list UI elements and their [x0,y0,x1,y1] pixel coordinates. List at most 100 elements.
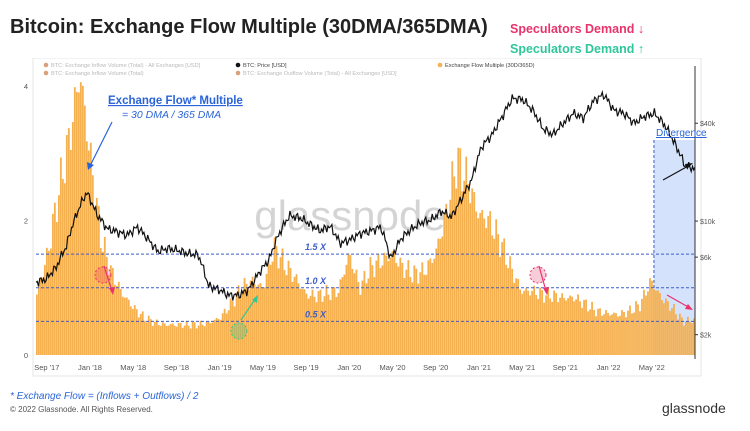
flow-multiple-bar [517,279,520,355]
flow-multiple-bar [663,303,665,355]
flow-multiple-bar [619,315,621,355]
flow-multiple-bar [409,276,412,355]
flow-multiple-bar [319,289,322,355]
flow-multiple-bar [253,284,256,355]
flow-multiple-bar [521,293,524,355]
flow-multiple-bar [141,311,144,355]
flow-multiple-bar [333,287,336,355]
flow-multiple-bar [85,141,88,355]
flow-multiple-bar [557,302,560,355]
flow-multiple-bar [55,222,58,355]
flow-multiple-bar [669,310,671,355]
flow-multiple-bar [621,310,623,355]
x-tick-label: Sep '21 [553,363,578,372]
flow-multiple-bar [43,265,46,355]
flow-multiple-bar [683,325,685,355]
flow-multiple-bar [285,275,288,355]
flow-multiple-bar [415,268,418,355]
flow-multiple-bar [541,290,544,355]
flow-multiple-bar [97,205,100,355]
flow-multiple-bar [495,219,498,355]
flow-multiple-bar [441,236,444,355]
flow-multiple-bar [287,260,290,355]
flow-multiple-bar [101,251,104,355]
flow-multiple-bar [47,250,50,355]
flow-multiple-bar [501,242,504,355]
flow-multiple-bar [363,270,366,355]
flow-multiple-bar [519,289,522,355]
flow-multiple-bar [591,301,593,355]
flow-multiple-bar [189,328,192,355]
flow-multiple-bar [357,281,360,355]
legend-label: BTC: Exchange Inflow Volume (Total) - Al… [51,63,201,69]
flow-multiple-bar [411,282,414,355]
flow-multiple-bar [51,213,54,355]
flow-multiple-bar [197,325,200,355]
flow-multiple-bar [693,318,695,355]
flow-multiple-bar [691,323,693,355]
flow-multiple-bar [45,247,48,355]
flow-multiple-bar [561,293,563,355]
flow-multiple-bar [603,314,605,355]
flow-multiple-bar [293,276,296,355]
flow-multiple-bar [133,305,136,355]
flow-multiple-bar [187,325,190,355]
flow-multiple-bar [453,176,456,355]
flow-multiple-bar [551,301,554,355]
flow-multiple-bar [641,298,643,355]
flow-multiple-bar [265,273,268,355]
flow-multiple-bar [359,294,362,355]
flow-multiple-bar [369,257,372,355]
flow-multiple-bar [379,268,382,355]
x-tick-label: May '22 [639,363,665,372]
flow-multiple-bar [597,308,599,355]
flow-multiple-bar [673,304,675,355]
flow-multiple-bar [535,295,538,355]
flow-multiple-bar [135,309,138,355]
legend-dot [43,70,49,76]
flow-multiple-bar [457,147,460,355]
divergence-label: Divergence [656,128,707,139]
flow-multiple-bar [629,305,631,355]
flow-multiple-bar [297,283,300,355]
flow-multiple-bar [225,313,228,355]
flow-multiple-bar [475,211,478,355]
flow-multiple-bar [137,317,140,355]
flow-multiple-bar [83,105,86,355]
legend-label: BTC: Exchange Outflow Volume (Total) - A… [243,71,397,77]
formula-pointer-line [89,121,113,167]
flow-multiple-bar [181,327,184,355]
flow-multiple-bar [161,322,164,355]
flow-multiple-bar [417,283,420,355]
flow-multiple-bar [71,122,74,355]
flow-multiple-bar [617,316,619,355]
flow-multiple-bar [309,295,312,355]
flow-multiple-bar [507,268,510,355]
flow-multiple-bar [347,253,350,355]
flow-multiple-bar [38,284,40,355]
x-tick-label: Jan '18 [78,363,102,372]
flow-multiple-bar [637,304,639,355]
flow-multiple-bar [643,289,645,355]
flow-multiple-bar [545,295,548,355]
flow-multiple-bar [103,236,106,355]
flow-multiple-bar [523,290,526,355]
flow-multiple-bar [529,295,532,355]
flow-multiple-bar [129,306,132,355]
flow-multiple-bar [679,313,681,355]
flow-multiple-bar [267,259,270,355]
flow-multiple-bar [681,317,683,355]
speculators-demand-increase-label: Speculators Demand ↑ [510,42,645,56]
flow-multiple-bar [385,255,388,355]
flow-multiple-bar [353,273,356,355]
flow-multiple-bar [325,284,328,355]
flow-multiple-bar [581,307,583,355]
flow-multiple-bar [655,290,657,355]
flow-multiple-bar [503,238,506,355]
flow-multiple-bar [473,192,476,355]
flow-multiple-bar [493,238,496,355]
flow-multiple-bar [79,82,82,356]
flow-multiple-bar [675,314,677,355]
flow-multiple-bar [639,311,641,355]
pink-arrow-2018-head [109,287,115,295]
